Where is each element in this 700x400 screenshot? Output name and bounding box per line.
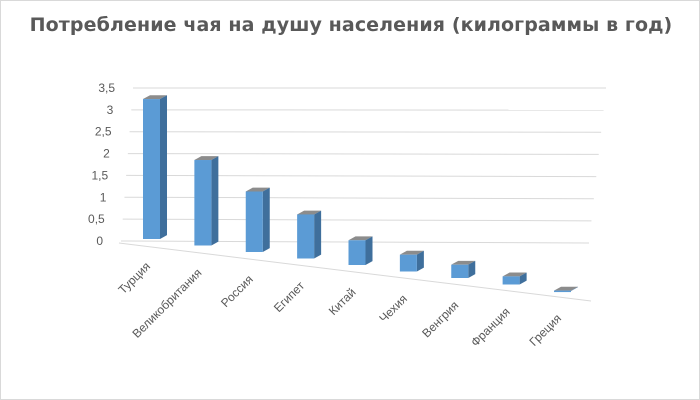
bar-top-face bbox=[554, 286, 578, 291]
bar-front-face bbox=[451, 264, 469, 278]
x-category-label: Россия bbox=[218, 272, 256, 310]
y-tick-label: 0,5 bbox=[88, 212, 105, 226]
y-tick-label: 2 bbox=[103, 147, 110, 161]
y-tick-label: 2,5 bbox=[95, 125, 112, 139]
y-tick-label: 3 bbox=[107, 103, 114, 117]
bar bbox=[502, 272, 527, 285]
bar bbox=[245, 187, 270, 252]
x-category-label: Греция bbox=[526, 311, 564, 349]
bar-side-face bbox=[314, 210, 322, 259]
bar bbox=[399, 250, 424, 272]
bar bbox=[194, 156, 219, 246]
x-category-label: Чехия bbox=[376, 292, 410, 326]
chart-title: Потребление чая на душу населения (килог… bbox=[29, 14, 673, 36]
bar-top-face bbox=[399, 250, 424, 255]
bar bbox=[451, 260, 476, 278]
bar-side-face bbox=[571, 286, 578, 291]
bar-side-face bbox=[365, 236, 373, 265]
bar-side-face bbox=[262, 187, 270, 252]
bar-top-face bbox=[297, 210, 322, 215]
bar-top-face bbox=[502, 272, 527, 277]
bar bbox=[554, 286, 578, 293]
gridline bbox=[129, 131, 602, 133]
bar-front-face bbox=[502, 276, 520, 285]
x-category-label: Египет bbox=[271, 278, 308, 315]
x-category-label: Франция bbox=[468, 305, 513, 350]
bar-front-face bbox=[245, 191, 263, 252]
bar bbox=[143, 95, 167, 239]
bar-side-face bbox=[211, 156, 219, 246]
bar-top-face bbox=[245, 187, 270, 192]
bar-top-face bbox=[143, 95, 167, 100]
x-category-label: Турция bbox=[115, 259, 153, 297]
bar-side-face bbox=[519, 272, 527, 285]
bar-top-face bbox=[194, 156, 219, 161]
bar-side-face bbox=[468, 260, 476, 278]
x-category-label: Венгрия bbox=[419, 298, 461, 340]
bar bbox=[348, 236, 373, 265]
y-tick-label: 3,5 bbox=[98, 81, 115, 95]
y-tick-label: 0 bbox=[96, 234, 103, 248]
gridline bbox=[122, 218, 592, 222]
bar-front-face bbox=[554, 290, 571, 293]
gridline bbox=[127, 153, 599, 155]
y-tick-label: 1,5 bbox=[91, 168, 108, 182]
bar-side-face bbox=[416, 250, 424, 272]
bar bbox=[297, 210, 322, 259]
bar-front-face bbox=[194, 160, 212, 246]
bar-front-face bbox=[399, 254, 417, 272]
bar-top-face bbox=[348, 236, 373, 241]
x-category-label: Китай bbox=[326, 285, 359, 318]
bar-top-face bbox=[451, 260, 476, 265]
y-tick-label: 1 bbox=[100, 190, 107, 204]
bar-front-face bbox=[348, 240, 366, 265]
bar-front-face bbox=[143, 99, 160, 239]
floor-edge bbox=[118, 242, 592, 302]
bar-side-face bbox=[160, 95, 167, 239]
bar-front-face bbox=[297, 214, 315, 259]
